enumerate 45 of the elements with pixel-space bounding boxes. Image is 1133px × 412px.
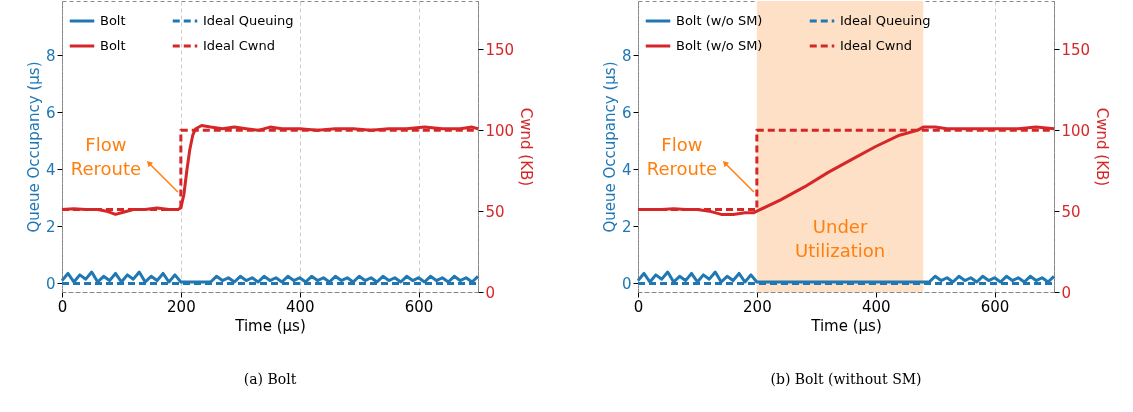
legend-label: Ideal Queuing: [840, 13, 931, 28]
y-tick-label: 8: [621, 46, 632, 65]
band-label: Under Utilization: [794, 215, 886, 261]
legend-label: Bolt (w/o SM): [676, 13, 763, 28]
legend-label: Ideal Cwnd: [203, 38, 275, 53]
y2-tick-label: 0: [485, 283, 496, 302]
y2-tick-label: 100: [485, 121, 515, 140]
x-tick-label: 400: [861, 297, 891, 316]
y2-tick-label: 50: [485, 202, 505, 221]
y2-tick-label: 150: [485, 41, 515, 59]
x-tick-label: 600: [980, 297, 1010, 316]
y-tick-label: 4: [45, 160, 56, 179]
y-tick-label: 8: [45, 46, 56, 65]
y-tick-label: 2: [621, 217, 632, 236]
text: (b) Bolt (without SM): [770, 371, 922, 387]
y-tick-label: 6: [45, 103, 56, 122]
y-tick-label: 6: [621, 103, 632, 122]
y2-axis-title: Cwnd (KB): [1093, 107, 1112, 187]
legend-label: Bolt: [100, 13, 126, 28]
x-tick-label: 0: [633, 297, 644, 316]
legend-label: Bolt (w/o SM): [676, 38, 763, 53]
y-tick-label: 0: [45, 274, 56, 293]
y-axis-title: Queue Occupancy (μs): [600, 61, 619, 233]
y-axis-title: Queue Occupancy (μs): [24, 61, 43, 233]
y2-tick-label: 50: [1061, 202, 1081, 221]
text: (a) Bolt: [243, 371, 297, 387]
y-tick-label: 4: [621, 160, 632, 179]
x-axis-title: Time (μs): [810, 316, 882, 335]
annotation: Flow Reroute: [70, 134, 142, 179]
x-tick-label: 400: [285, 297, 315, 316]
y2-axis-title: Cwnd (KB): [517, 107, 536, 187]
x-tick-label: 200: [743, 297, 772, 316]
legend-label: Bolt: [100, 38, 126, 53]
x-tick-label: 600: [404, 297, 434, 316]
x-tick-label: 200: [167, 297, 196, 316]
annotation: Flow Reroute: [646, 134, 718, 179]
legend-label: Ideal Queuing: [203, 13, 294, 28]
x-tick-label: 0: [57, 297, 68, 316]
y2-tick-label: 0: [1061, 283, 1072, 302]
legend-label: Ideal Cwnd: [840, 38, 912, 53]
x-axis-title: Time (μs): [234, 316, 306, 335]
y2-tick-label: 150: [1061, 41, 1091, 59]
y2-tick-label: 100: [1061, 121, 1091, 140]
y-tick-label: 2: [45, 217, 56, 236]
y-tick-label: 0: [621, 274, 632, 293]
